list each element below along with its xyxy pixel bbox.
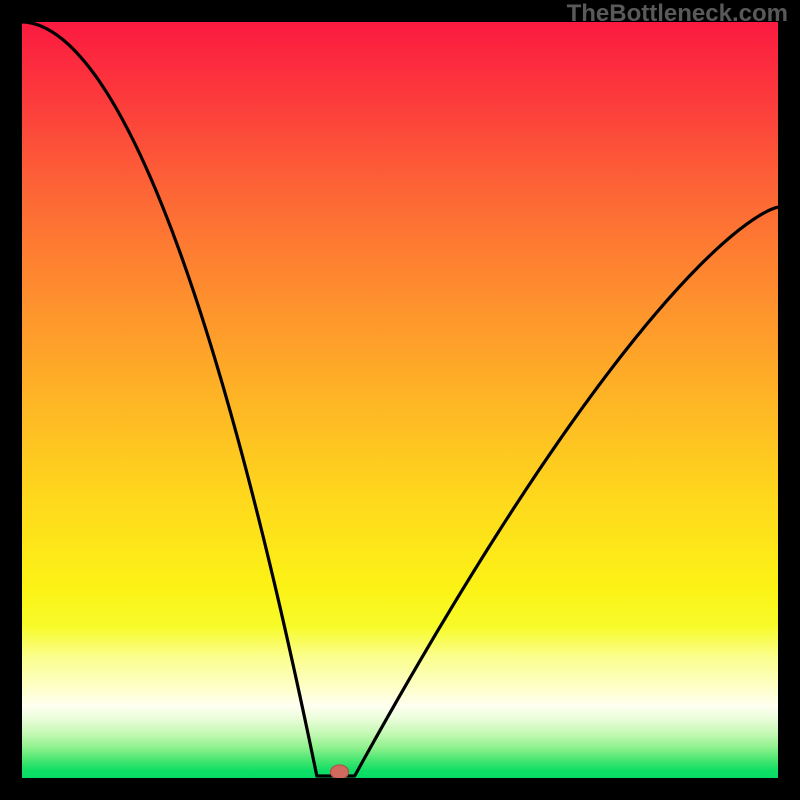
optimal-point-marker: [331, 765, 349, 778]
chart-frame: TheBottleneck.com: [0, 0, 800, 800]
bottleneck-chart: [22, 22, 778, 778]
plot-area: [22, 22, 778, 778]
gradient-background: [22, 22, 778, 778]
watermark-text: TheBottleneck.com: [567, 0, 788, 28]
